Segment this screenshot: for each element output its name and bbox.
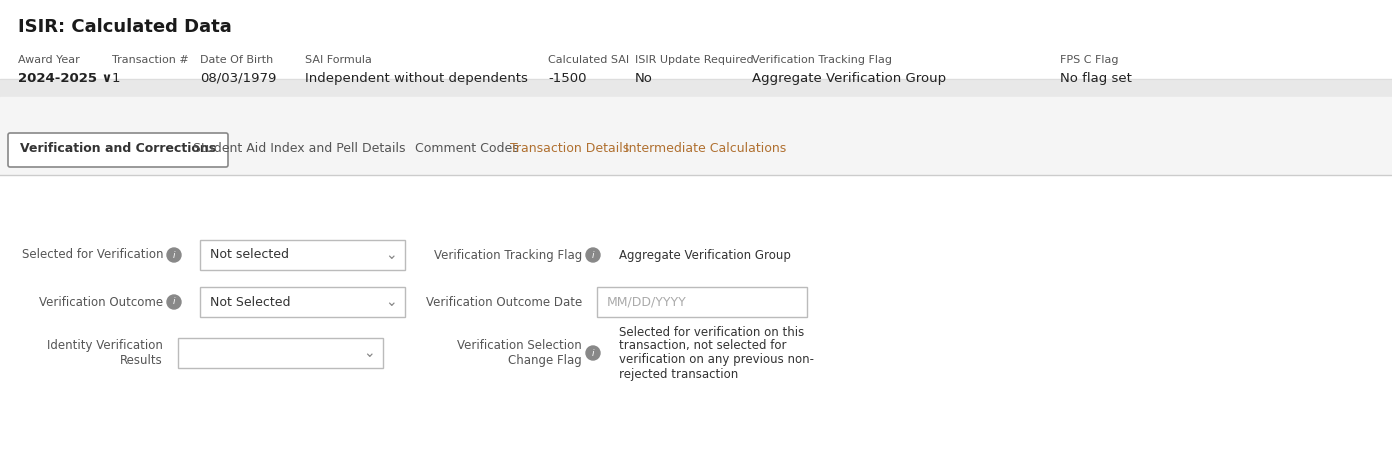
Text: ISIR: Calculated Data: ISIR: Calculated Data: [18, 18, 231, 36]
Text: Verification Outcome Date: Verification Outcome Date: [426, 295, 582, 308]
Text: Verification and Corrections: Verification and Corrections: [19, 142, 216, 155]
Text: Not selected: Not selected: [210, 248, 290, 261]
Text: Aggregate Verification Group: Aggregate Verification Group: [752, 72, 947, 85]
FancyBboxPatch shape: [8, 133, 228, 167]
Text: i: i: [173, 251, 175, 259]
FancyBboxPatch shape: [178, 338, 383, 368]
Text: Verification Tracking Flag: Verification Tracking Flag: [434, 248, 582, 261]
Text: No: No: [635, 72, 653, 85]
Text: ⌄: ⌄: [386, 295, 397, 309]
Text: 2024-2025 ∨: 2024-2025 ∨: [18, 72, 113, 85]
Text: Identity Verification
Results: Identity Verification Results: [47, 339, 163, 367]
Text: Verification Outcome: Verification Outcome: [39, 295, 163, 308]
Text: Transaction Details: Transaction Details: [509, 142, 629, 155]
Text: ⌄: ⌄: [363, 346, 374, 360]
Text: transaction, not selected for: transaction, not selected for: [619, 339, 786, 352]
Text: Student Aid Index and Pell Details: Student Aid Index and Pell Details: [193, 142, 405, 155]
Text: verification on any previous non-: verification on any previous non-: [619, 353, 814, 366]
Text: Verification Selection
Change Flag: Verification Selection Change Flag: [457, 339, 582, 367]
Text: i: i: [592, 348, 594, 358]
Text: 1: 1: [111, 72, 121, 85]
Bar: [0, 175, 1392, 465]
Text: i: i: [592, 251, 594, 259]
Text: FPS C Flag: FPS C Flag: [1059, 55, 1119, 65]
Text: Award Year: Award Year: [18, 55, 79, 65]
Text: MM/DD/YYYY: MM/DD/YYYY: [607, 295, 686, 308]
Text: Verification Tracking Flag: Verification Tracking Flag: [752, 55, 892, 65]
Text: Not Selected: Not Selected: [210, 295, 291, 308]
Text: 08/03/1979: 08/03/1979: [200, 72, 277, 85]
Text: Selected for verification on this: Selected for verification on this: [619, 326, 805, 339]
Text: ISIR Update Required: ISIR Update Required: [635, 55, 753, 65]
Text: -1500: -1500: [548, 72, 586, 85]
Text: SAI Formula: SAI Formula: [305, 55, 372, 65]
Text: Comment Codes: Comment Codes: [415, 142, 519, 155]
Text: i: i: [173, 298, 175, 306]
Bar: [0, 97, 1392, 175]
FancyBboxPatch shape: [200, 287, 405, 317]
Circle shape: [586, 248, 600, 262]
Text: rejected transaction: rejected transaction: [619, 367, 738, 380]
Text: Selected for Verification: Selected for Verification: [21, 248, 163, 261]
Text: No flag set: No flag set: [1059, 72, 1132, 85]
Text: Calculated SAI: Calculated SAI: [548, 55, 629, 65]
Bar: [0, 79, 1392, 97]
Circle shape: [167, 295, 181, 309]
Circle shape: [167, 248, 181, 262]
FancyBboxPatch shape: [597, 287, 807, 317]
Text: Aggregate Verification Group: Aggregate Verification Group: [619, 248, 791, 261]
FancyBboxPatch shape: [200, 240, 405, 270]
Text: Transaction #: Transaction #: [111, 55, 189, 65]
Text: ⌄: ⌄: [386, 248, 397, 262]
Text: Independent without dependents: Independent without dependents: [305, 72, 528, 85]
Circle shape: [586, 346, 600, 360]
Text: Intermediate Calculations: Intermediate Calculations: [625, 142, 786, 155]
Text: Date Of Birth: Date Of Birth: [200, 55, 273, 65]
